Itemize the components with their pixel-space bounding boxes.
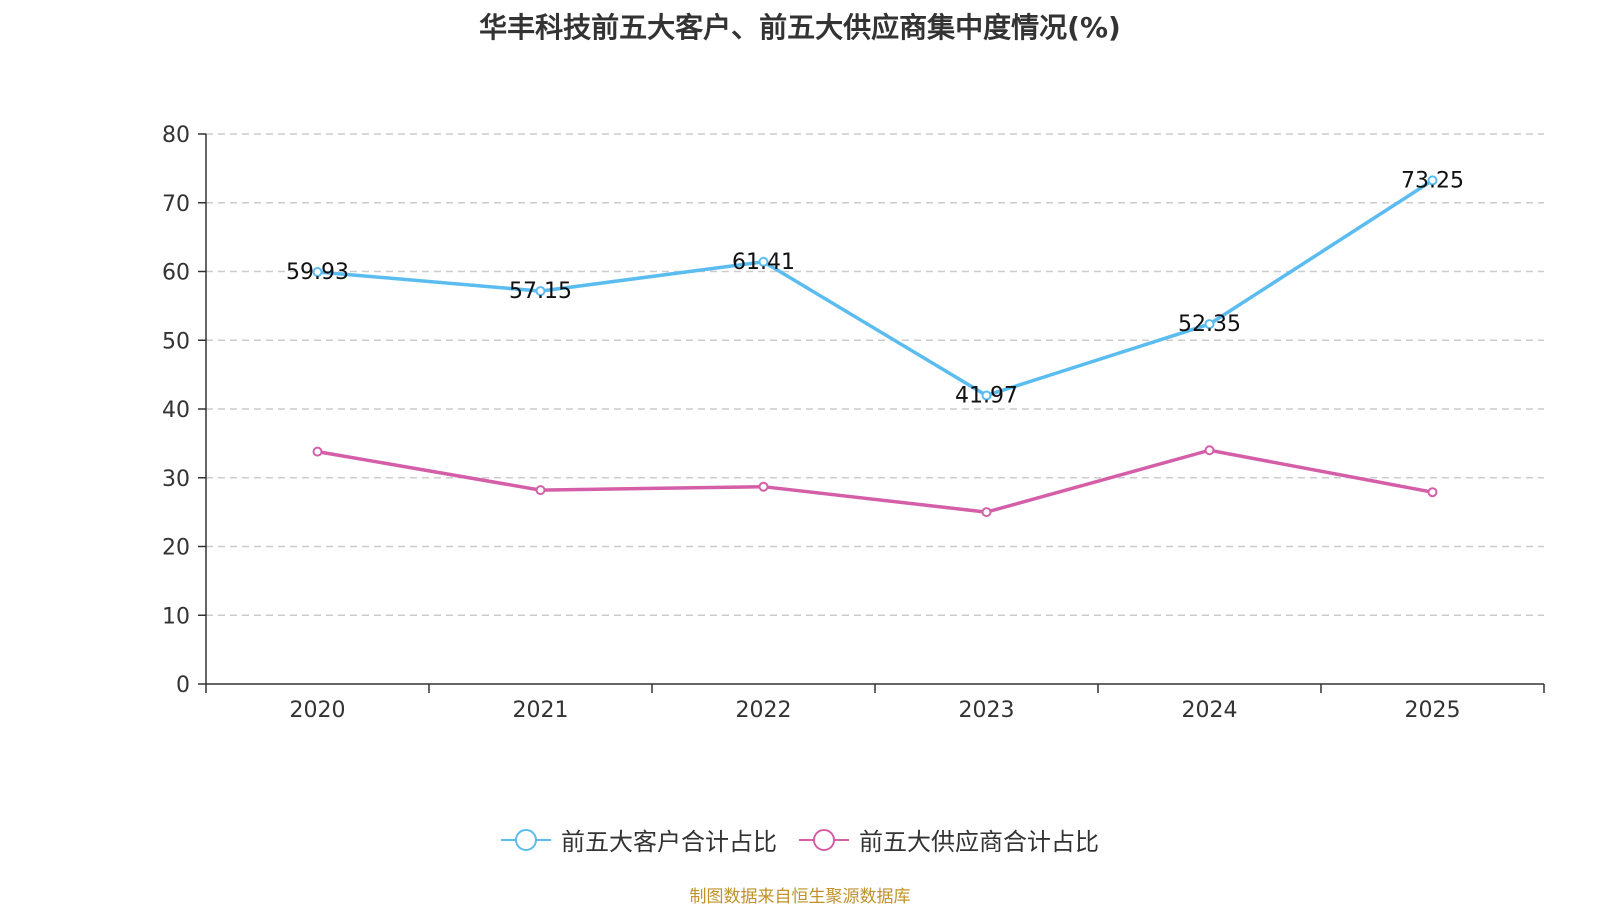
data-label: 57.15 [509, 279, 572, 304]
y-tick-label: 20 [162, 536, 190, 561]
series-0: 59.93 57.15 61.41 41.97 52.35 73.25 [286, 168, 1464, 408]
legend-marker-suppliers-icon [799, 828, 849, 851]
series-line [317, 448, 1433, 514]
x-tick-label: 2025 [1405, 698, 1461, 723]
data-point [1427, 175, 1438, 186]
data-point [312, 446, 323, 457]
legend-item-customers[interactable]: 前五大客户合计占比 [501, 822, 777, 857]
series-group: 59.93 57.15 61.41 41.97 52.35 73.25 [286, 168, 1464, 518]
legend-label-suppliers: 前五大供应商合计占比 [859, 828, 1099, 856]
data-source-note: 制图数据来自恒生聚源数据库 [689, 887, 911, 907]
data-point [1427, 487, 1438, 498]
x-tick-label: 2020 [290, 698, 346, 723]
y-tick-label: 30 [162, 467, 190, 492]
data-point [312, 266, 323, 277]
y-tick-label: 0 [176, 673, 190, 698]
chart-title: 华丰科技前五大客户、前五大供应商集中度情况(%) [479, 11, 1121, 44]
data-label: 52.35 [1178, 312, 1241, 337]
data-label: 73.25 [1401, 168, 1464, 193]
legend-marker-customers-icon [501, 828, 551, 851]
data-point [758, 481, 769, 492]
series-line [317, 178, 1434, 398]
data-point [981, 507, 992, 518]
legend-item-suppliers[interactable]: 前五大供应商合计占比 [799, 822, 1099, 857]
y-tick-label: 50 [162, 329, 190, 354]
y-tick-label: 10 [162, 604, 190, 629]
data-point [1204, 319, 1215, 330]
data-point [1204, 445, 1215, 456]
x-tick-label: 2022 [736, 698, 792, 723]
axes [198, 133, 1545, 693]
data-point [981, 390, 992, 401]
legend: 前五大客户合计占比 前五大供应商合计占比 [0, 822, 1600, 857]
data-point [758, 256, 769, 267]
gridlines [206, 133, 1544, 616]
x-tick-label: 2021 [513, 698, 569, 723]
y-tick-labels: 0 10 20 30 40 50 60 70 80 [162, 123, 190, 698]
data-label: 61.41 [732, 250, 795, 275]
x-tick-label: 2023 [959, 698, 1015, 723]
data-point [535, 286, 546, 297]
x-tick-label: 2024 [1182, 698, 1238, 723]
data-point [535, 485, 546, 496]
y-tick-label: 60 [162, 261, 190, 286]
data-label: 41.97 [955, 383, 1018, 408]
y-tick-label: 40 [162, 398, 190, 423]
y-tick-label: 80 [162, 123, 190, 148]
y-tick-label: 70 [162, 192, 190, 217]
series-1 [312, 445, 1438, 518]
x-tick-labels: 2020 2021 2022 2023 2024 2025 [290, 698, 1461, 723]
legend-label-customers: 前五大客户合计占比 [561, 828, 777, 856]
data-label: 59.93 [286, 260, 349, 285]
